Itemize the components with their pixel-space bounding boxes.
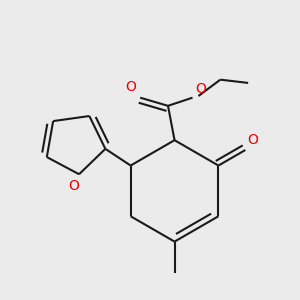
Text: O: O — [195, 82, 206, 96]
Text: O: O — [125, 80, 136, 94]
Text: O: O — [247, 134, 258, 147]
Text: O: O — [68, 179, 79, 193]
